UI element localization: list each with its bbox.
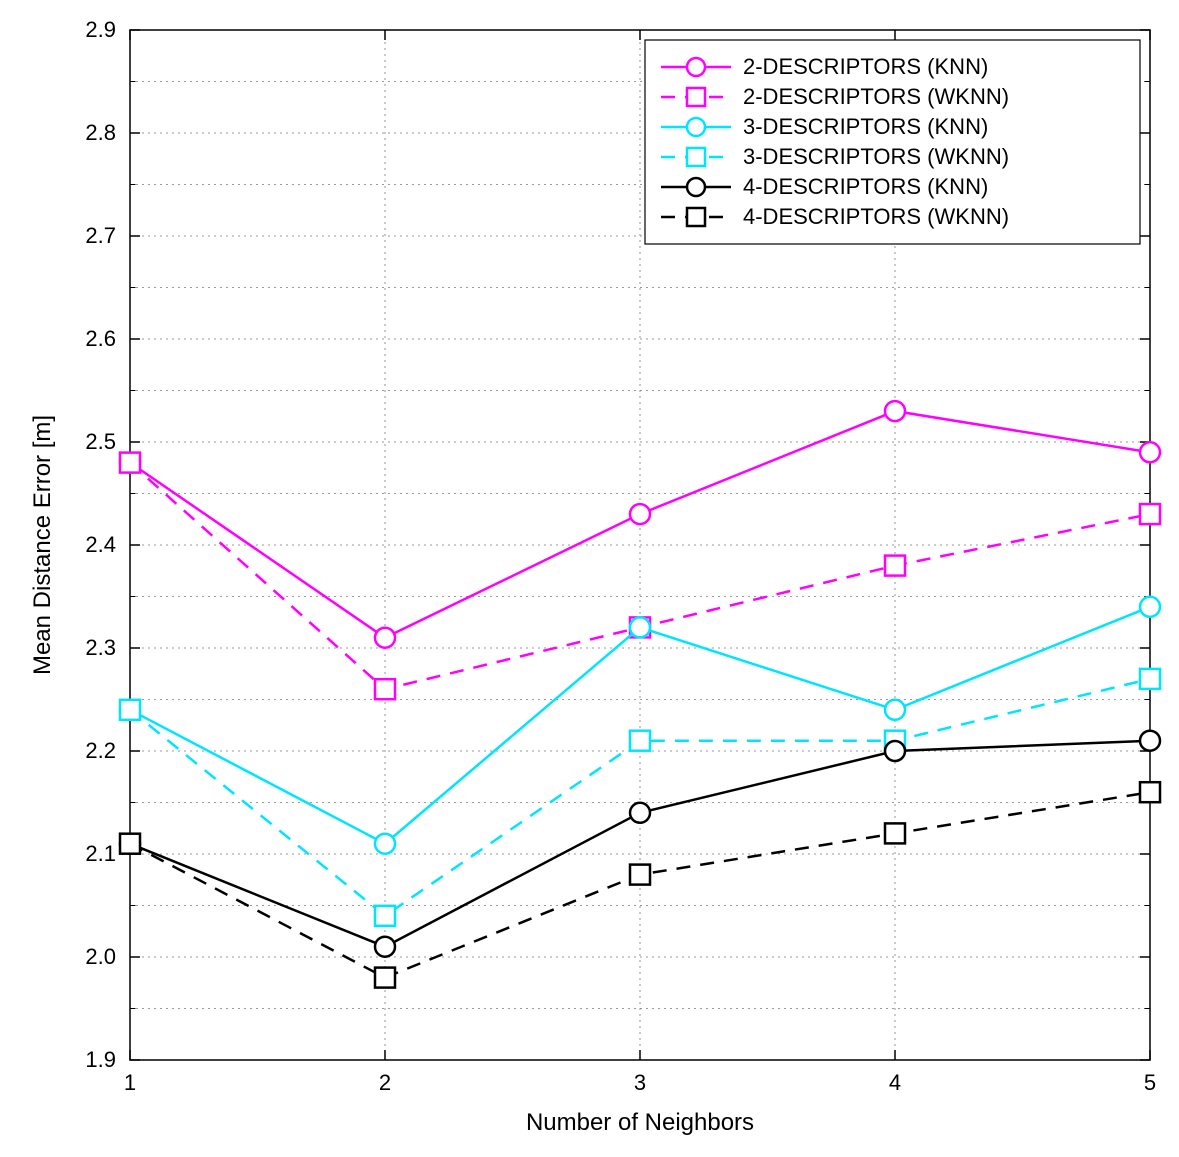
marker-square — [375, 906, 395, 926]
ytick-label: 2.5 — [85, 429, 116, 454]
legend-label: 4-DESCRIPTORS (WKNN) — [743, 204, 1009, 229]
marker-circle — [687, 118, 705, 136]
ytick-label: 2.7 — [85, 223, 116, 248]
marker-circle — [630, 617, 650, 637]
ytick-label: 2.0 — [85, 944, 116, 969]
ytick-label: 2.4 — [85, 532, 116, 557]
ytick-label: 2.2 — [85, 738, 116, 763]
xtick-label: 1 — [124, 1070, 136, 1095]
marker-circle — [630, 504, 650, 524]
marker-square — [885, 823, 905, 843]
marker-square — [630, 731, 650, 751]
xtick-label: 2 — [379, 1070, 391, 1095]
marker-circle — [1140, 597, 1160, 617]
marker-circle — [375, 834, 395, 854]
xtick-label: 3 — [634, 1070, 646, 1095]
marker-square — [1140, 669, 1160, 689]
marker-square — [687, 208, 705, 226]
marker-square — [687, 88, 705, 106]
xtick-label: 4 — [889, 1070, 901, 1095]
legend-label: 3-DESCRIPTORS (KNN) — [743, 114, 988, 139]
marker-circle — [1140, 442, 1160, 462]
legend-label: 3-DESCRIPTORS (WKNN) — [743, 144, 1009, 169]
legend-label: 4-DESCRIPTORS (KNN) — [743, 174, 988, 199]
xlabel: Number of Neighbors — [526, 1109, 754, 1136]
legend-label: 2-DESCRIPTORS (WKNN) — [743, 84, 1009, 109]
ytick-label: 1.9 — [85, 1047, 116, 1072]
marker-circle — [375, 937, 395, 957]
marker-circle — [630, 803, 650, 823]
xtick-label: 5 — [1144, 1070, 1156, 1095]
ylabel: Mean Distance Error [m] — [29, 415, 56, 675]
mean-distance-error-chart: 1 2 3 4 5 1.9 2.0 2.1 2.2 2.3 2.4 2.5 2.6 2.7 2.8 2.9 Nu… — [0, 0, 1179, 1157]
legend-label: 2-DESCRIPTORS (KNN) — [743, 54, 988, 79]
marker-circle — [687, 58, 705, 76]
marker-circle — [375, 628, 395, 648]
marker-square — [687, 148, 705, 166]
legend: 2-DESCRIPTORS (KNN) 2-DESCRIPTORS (WKNN) 3… — [645, 40, 1140, 244]
marker-circle — [687, 178, 705, 196]
marker-square — [120, 453, 140, 473]
chart-container: 1 2 3 4 5 1.9 2.0 2.1 2.2 2.3 2.4 2.5 2.6 2.7 2.8 2.9 Nu… — [0, 0, 1179, 1157]
ytick-label: 2.1 — [85, 841, 116, 866]
marker-circle — [885, 401, 905, 421]
marker-square — [120, 700, 140, 720]
marker-square — [630, 865, 650, 885]
marker-circle — [885, 741, 905, 761]
ytick-label: 2.3 — [85, 635, 116, 660]
marker-square — [885, 556, 905, 576]
marker-circle — [1140, 731, 1160, 751]
marker-square — [375, 679, 395, 699]
marker-square — [375, 968, 395, 988]
ytick-label: 2.8 — [85, 120, 116, 145]
marker-square — [1140, 504, 1160, 524]
ytick-label: 2.9 — [85, 17, 116, 42]
marker-circle — [885, 700, 905, 720]
marker-square — [120, 834, 140, 854]
marker-square — [1140, 782, 1160, 802]
ytick-label: 2.6 — [85, 326, 116, 351]
